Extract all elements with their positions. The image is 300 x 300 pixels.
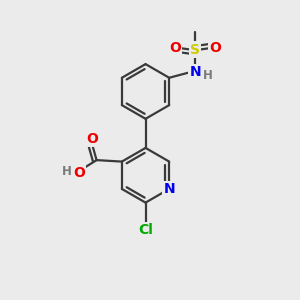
Text: O: O [169, 41, 181, 55]
Text: H: H [61, 166, 71, 178]
Text: S: S [190, 43, 200, 56]
Text: O: O [73, 166, 85, 180]
Text: Cl: Cl [138, 223, 153, 237]
Text: O: O [86, 132, 98, 146]
Text: H: H [203, 69, 213, 82]
Text: N: N [189, 65, 201, 79]
Text: O: O [209, 41, 221, 55]
Text: N: N [164, 182, 175, 196]
